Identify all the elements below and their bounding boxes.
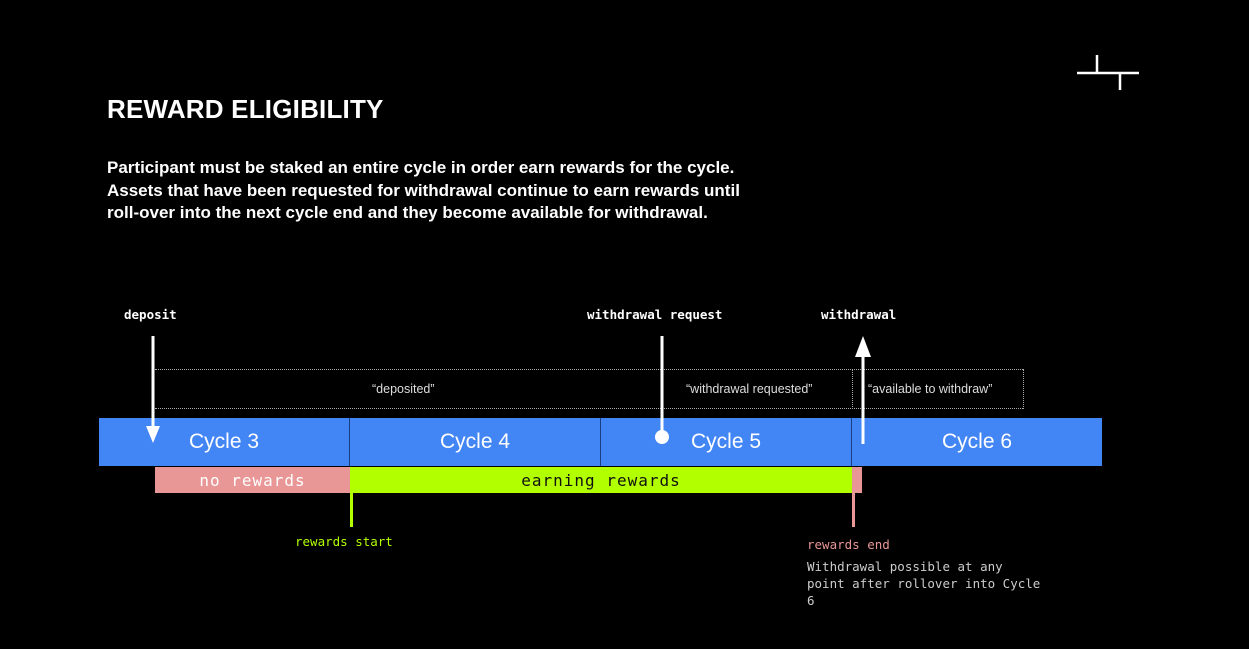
event-withdrawal-request-label: withdrawal request <box>587 307 723 322</box>
rewards-start-marker <box>350 493 353 527</box>
rewards-start-label: rewards start <box>295 534 393 549</box>
state-box-end <box>1023 369 1024 409</box>
logo <box>1077 55 1139 91</box>
rewards-end-label: rewards end <box>807 537 890 552</box>
cycle-5: Cycle 5 <box>601 418 852 466</box>
state-available: “available to withdraw” <box>868 382 993 396</box>
event-deposit-label: deposit <box>124 307 177 322</box>
no-rewards-bar: no rewards <box>155 467 350 493</box>
state-box-divider <box>852 369 853 409</box>
withdrawal-arrow-icon <box>855 336 871 444</box>
withdrawal-request-marker-icon <box>655 336 669 444</box>
cycle-6: Cycle 6 <box>852 418 1102 466</box>
withdrawal-note: Withdrawal possible at any point after r… <box>807 559 1041 608</box>
description-line-2: Assets that have been requested for with… <box>107 180 740 223</box>
cycle-3: Cycle 3 <box>99 418 350 466</box>
state-deposited: “deposited” <box>372 382 435 396</box>
rewards-end-marker <box>852 493 855 527</box>
deposit-arrow-icon <box>146 336 160 443</box>
event-withdrawal-label: withdrawal <box>821 307 897 322</box>
description: Participant must be staked an entire cyc… <box>107 157 747 225</box>
cycle-4: Cycle 4 <box>350 418 601 466</box>
state-withdrawal-requested: “withdrawal requested” <box>686 382 813 396</box>
rewards-tail-bar <box>852 467 862 493</box>
state-box <box>155 369 1023 409</box>
description-line-1: Participant must be staked an entire cyc… <box>107 158 735 177</box>
page-title: REWARD ELIGIBILITY <box>107 94 384 124</box>
earning-rewards-bar: earning rewards <box>350 467 852 493</box>
